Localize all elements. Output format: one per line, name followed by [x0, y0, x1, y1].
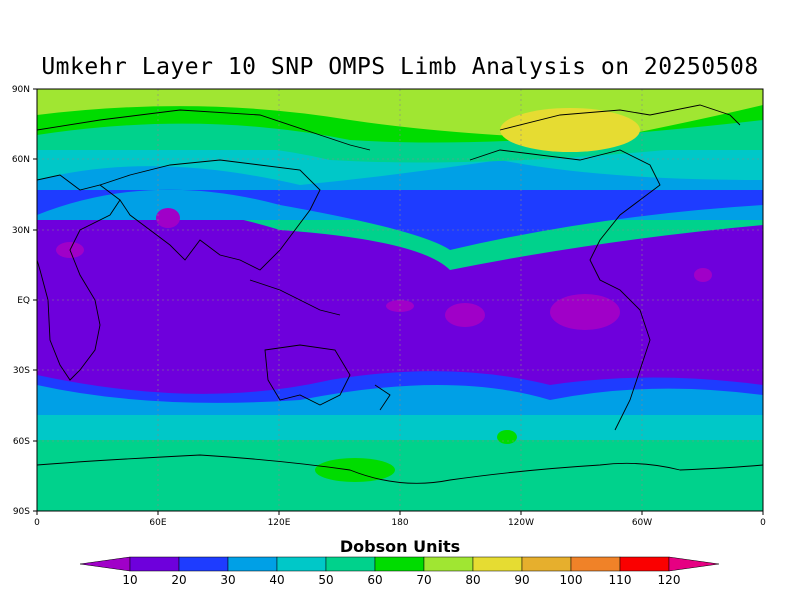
- y-tick-label: 60S: [13, 437, 30, 447]
- colorbar-segment: [619, 556, 670, 572]
- y-tick-label: 90N: [12, 85, 30, 95]
- colorbar-segment: [129, 556, 180, 572]
- x-tick-label: 120W: [508, 518, 534, 528]
- colorbar-label: 10: [122, 573, 138, 587]
- y-tick-label: 90S: [13, 507, 30, 517]
- colorbar-segment: [325, 556, 376, 572]
- y-tick-label: 30N: [12, 226, 30, 236]
- colorbar-label: 110: [608, 573, 632, 587]
- colorbar-segment: [178, 556, 229, 572]
- x-tick-label: 180: [391, 518, 408, 528]
- colorbar-segment: [472, 556, 523, 572]
- colorbar-segment: [374, 556, 425, 572]
- colorbar-label: 120: [657, 573, 681, 587]
- y-tick-label: EQ: [17, 296, 30, 306]
- colorbar-label: 80: [465, 573, 481, 587]
- colorbar-segment: [570, 556, 621, 572]
- colorbar-label: 50: [318, 573, 334, 587]
- colorbar-label: 40: [269, 573, 285, 587]
- y-tick-label: 60N: [12, 155, 30, 165]
- colorbar-segment: [521, 556, 572, 572]
- colorbar-label: 100: [559, 573, 583, 587]
- x-tick-label: 60W: [632, 518, 652, 528]
- x-tick-label: 60E: [149, 518, 166, 528]
- colorbar-title: Dobson Units: [339, 537, 461, 556]
- colorbar-label: 90: [514, 573, 530, 587]
- graticule: [37, 89, 763, 511]
- coastlines: [37, 104, 763, 484]
- x-tick-label: 120E: [268, 518, 291, 528]
- colorbar-label: 30: [220, 573, 236, 587]
- colorbar-segment: [668, 556, 720, 572]
- colorbar-label: 60: [367, 573, 383, 587]
- x-tick-label: 0: [34, 518, 40, 528]
- colorbar-segment: [227, 556, 278, 572]
- colorbar: [79, 556, 720, 572]
- colorbar-segment: [79, 556, 131, 572]
- colorbar-segment: [423, 556, 474, 572]
- chart-title: Umkehr Layer 10 SNP OMPS Limb Analysis o…: [41, 54, 759, 80]
- colorbar-label: 70: [416, 573, 432, 587]
- ozone-field: [37, 89, 763, 511]
- colorbar-label: 20: [171, 573, 187, 587]
- colorbar-segment: [276, 556, 327, 572]
- y-tick-label: 30S: [13, 366, 30, 376]
- x-tick-label: 0: [760, 518, 766, 528]
